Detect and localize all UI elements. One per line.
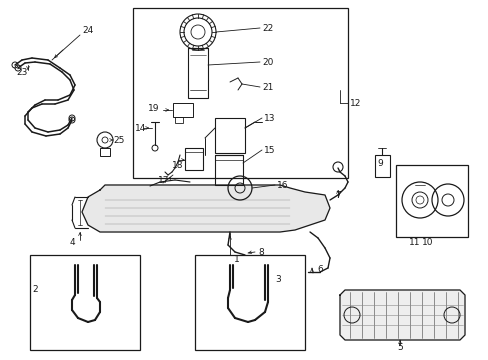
Polygon shape <box>339 290 464 340</box>
Bar <box>395 165 467 237</box>
Bar <box>173 103 193 117</box>
Text: 18: 18 <box>172 161 183 170</box>
Text: 13: 13 <box>264 113 275 122</box>
Text: 3: 3 <box>274 275 280 284</box>
Text: 8: 8 <box>258 248 263 257</box>
Text: 9: 9 <box>376 158 382 167</box>
Text: 25: 25 <box>113 135 124 144</box>
Text: 10: 10 <box>421 238 433 247</box>
Text: 20: 20 <box>262 58 273 67</box>
Text: 16: 16 <box>276 180 288 189</box>
Text: 24: 24 <box>82 26 93 35</box>
Bar <box>187 48 207 98</box>
Text: 7: 7 <box>334 190 340 199</box>
Text: 14: 14 <box>135 123 146 132</box>
Bar <box>30 255 140 350</box>
Text: 23: 23 <box>16 68 28 77</box>
Text: 5: 5 <box>396 343 402 352</box>
Text: 15: 15 <box>264 145 275 154</box>
Bar <box>215 155 243 185</box>
Bar <box>133 8 347 178</box>
Text: 4: 4 <box>69 238 75 247</box>
Bar <box>100 148 110 156</box>
Bar <box>215 118 244 153</box>
Text: 19: 19 <box>148 104 159 113</box>
Bar <box>195 255 305 350</box>
Text: 12: 12 <box>349 99 361 108</box>
Text: 21: 21 <box>262 82 273 91</box>
Bar <box>374 155 389 177</box>
Text: 22: 22 <box>262 23 273 32</box>
Text: 6: 6 <box>316 266 322 274</box>
Bar <box>175 117 183 123</box>
Text: 1: 1 <box>234 256 240 265</box>
Bar <box>184 148 203 170</box>
Text: 11: 11 <box>408 238 420 247</box>
Text: 17: 17 <box>158 176 169 185</box>
Text: 2: 2 <box>32 285 38 294</box>
Polygon shape <box>82 185 329 232</box>
